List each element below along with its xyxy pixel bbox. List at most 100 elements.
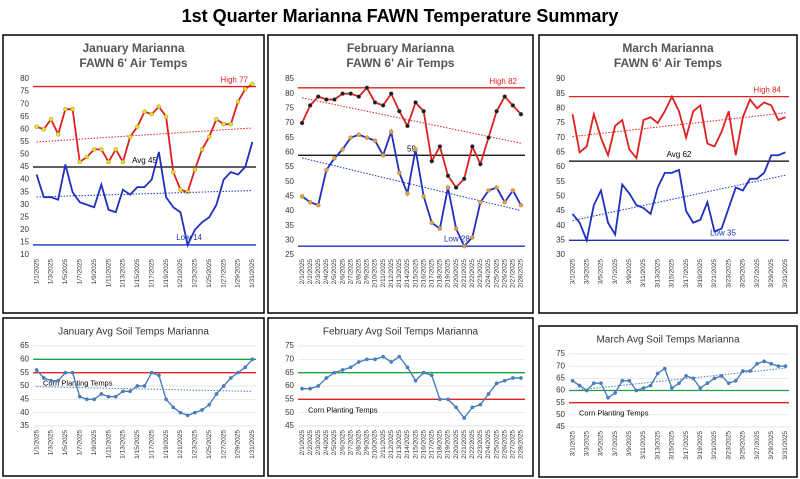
- x-tick-label: 3/19/2025: [697, 259, 704, 288]
- y-tick-label: 60: [285, 381, 294, 390]
- point: [135, 124, 140, 129]
- x-tick-label: 2/9/2025: [364, 430, 371, 456]
- y-tick-label: 50: [556, 191, 565, 200]
- x-tick-label: 3/31/2025: [782, 259, 789, 288]
- point: [171, 169, 176, 175]
- x-tick-label: 3/25/2025: [740, 259, 747, 288]
- x-tick-label: 2/8/2025: [356, 430, 363, 456]
- y-tick-label: 45: [285, 421, 294, 430]
- point: [470, 405, 475, 410]
- y-tick-label: 35: [20, 421, 29, 430]
- x-tick-label: 1/27/2025: [220, 430, 227, 459]
- point: [34, 368, 39, 372]
- point: [214, 392, 219, 396]
- x-tick-label: 3/23/2025: [725, 259, 732, 288]
- point: [316, 202, 321, 208]
- y-tick-label: 35: [20, 187, 29, 196]
- point: [356, 94, 362, 99]
- x-tick-label: 3/13/2025: [654, 259, 661, 288]
- y-tick-label: 65: [285, 133, 294, 142]
- y-tick-label: 65: [556, 147, 565, 156]
- y-tick-label: 60: [556, 162, 565, 171]
- x-tick-label: 2/9/2025: [364, 259, 371, 285]
- point: [712, 376, 717, 381]
- point: [453, 185, 459, 190]
- chart-title: FAWN 6' Air Temps: [79, 56, 188, 70]
- point: [648, 383, 653, 388]
- y-tick-label: 65: [20, 112, 29, 121]
- x-tick-label: 3/15/2025: [669, 259, 676, 288]
- point: [518, 111, 524, 117]
- y-tick-label: 60: [285, 147, 294, 156]
- x-tick-label: 2/6/2025: [339, 259, 346, 285]
- x-tick-label: 3/17/2025: [683, 431, 690, 460]
- y-tick-label: 70: [556, 361, 565, 370]
- x-tick-label: 3/27/2025: [754, 259, 761, 288]
- point: [84, 154, 90, 160]
- x-tick-label: 2/18/2025: [437, 430, 444, 459]
- x-tick-label: 1/15/2025: [134, 430, 141, 459]
- x-tick-label: 1/1/2025: [33, 259, 40, 285]
- point: [356, 132, 362, 137]
- point: [413, 378, 418, 383]
- point: [192, 167, 198, 172]
- point: [429, 373, 434, 378]
- panel-border: [267, 317, 534, 477]
- point: [437, 226, 443, 231]
- point: [364, 85, 370, 91]
- point: [142, 109, 147, 114]
- point: [670, 386, 674, 390]
- x-tick-label: 2/24/2025: [485, 430, 492, 459]
- point: [92, 397, 97, 402]
- x-tick-label: 3/1/2025: [569, 431, 576, 457]
- x-tick-label: 1/9/2025: [91, 259, 98, 285]
- point: [445, 173, 451, 179]
- point: [470, 144, 475, 149]
- point: [461, 243, 467, 249]
- point: [149, 111, 154, 117]
- x-tick-label: 2/3/2025: [315, 430, 322, 456]
- point: [324, 97, 329, 102]
- y-tick-label: 40: [285, 206, 294, 215]
- point: [332, 370, 337, 375]
- y-tick-label: 65: [20, 341, 29, 350]
- point: [413, 100, 418, 105]
- x-tick-label: 1/17/2025: [148, 259, 155, 288]
- point: [214, 117, 219, 122]
- y-tick-label: 45: [20, 162, 29, 171]
- point: [308, 386, 313, 391]
- x-tick-label: 1/23/2025: [192, 430, 199, 459]
- point: [121, 389, 125, 394]
- x-tick-label: 2/21/2025: [461, 259, 468, 288]
- point: [405, 123, 410, 129]
- y-tick-label: 50: [20, 381, 29, 390]
- point: [755, 361, 759, 366]
- y-tick-label: 60: [556, 386, 565, 395]
- x-tick-label: 3/9/2025: [626, 259, 633, 285]
- point: [684, 373, 688, 378]
- reference-label: Low 35: [710, 228, 736, 237]
- y-tick-label: 75: [20, 87, 29, 96]
- x-tick-label: 1/3/2025: [48, 430, 55, 456]
- x-tick-label: 3/25/2025: [740, 431, 747, 460]
- x-tick-label: 2/16/2025: [420, 430, 427, 459]
- x-tick-label: 2/11/2025: [380, 259, 387, 288]
- reference-label: Avg 62: [667, 150, 692, 159]
- x-tick-label: 1/3/2025: [48, 259, 55, 285]
- y-tick-label: 40: [20, 175, 29, 184]
- point: [250, 357, 255, 362]
- y-tick-label: 80: [20, 74, 29, 83]
- x-tick-label: 1/29/2025: [235, 259, 242, 288]
- y-tick-label: 55: [20, 137, 29, 146]
- x-tick-label: 3/11/2025: [640, 259, 647, 288]
- y-tick-label: 90: [556, 74, 565, 83]
- x-tick-label: 3/1/2025: [569, 259, 576, 285]
- x-tick-label: 2/6/2025: [339, 430, 346, 456]
- point: [340, 91, 345, 96]
- x-tick-label: 1/11/2025: [105, 430, 112, 459]
- point: [156, 104, 162, 109]
- x-tick-label: 3/31/2025: [782, 431, 789, 460]
- point: [299, 120, 305, 126]
- y-tick-label: 75: [556, 118, 565, 127]
- point: [41, 127, 46, 132]
